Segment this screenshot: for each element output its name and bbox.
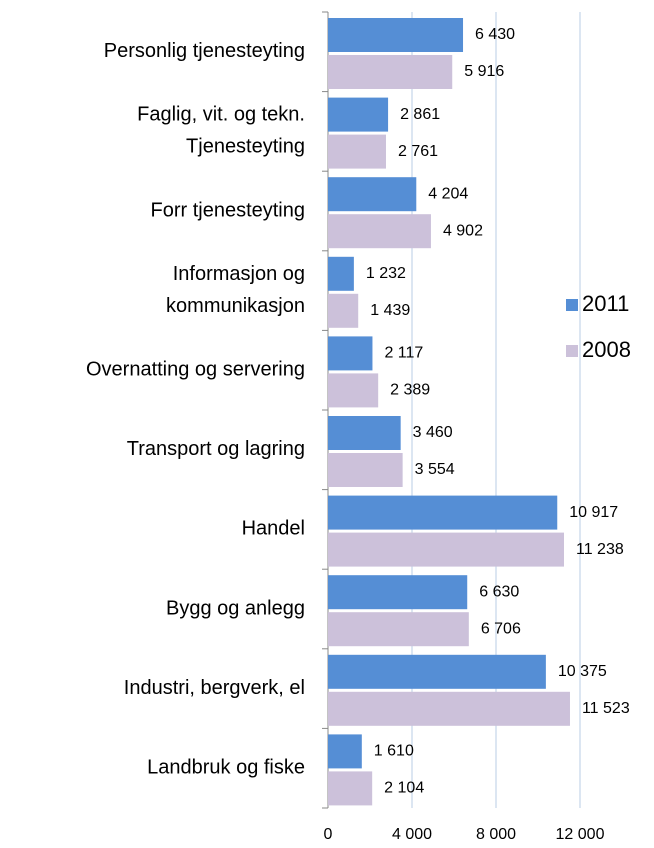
bar xyxy=(328,771,373,806)
bar xyxy=(328,97,389,132)
y-tick-label: Faglig, vit. og tekn. xyxy=(137,104,305,126)
y-tick-label: Landbruk og fiske xyxy=(147,756,305,778)
bar xyxy=(328,734,362,769)
value-label: 10 917 xyxy=(569,504,618,521)
value-label: 1 610 xyxy=(374,743,414,760)
y-tick-label: Tjenesteyting xyxy=(186,136,305,158)
y-tick-label: Transport og lagring xyxy=(127,438,305,460)
bar xyxy=(328,293,359,328)
value-label: 5 916 xyxy=(464,63,504,80)
bar xyxy=(328,532,564,567)
x-tick-label: 8 000 xyxy=(476,826,516,843)
value-label: 2 861 xyxy=(400,106,440,123)
value-label: 3 460 xyxy=(413,424,453,441)
bar xyxy=(328,214,431,249)
value-label: 11 238 xyxy=(576,541,624,558)
bar xyxy=(328,177,417,212)
y-tick-label: Personlig tjenesteyting xyxy=(104,40,305,62)
y-tick-label: kommunikasjon xyxy=(166,295,305,317)
legend-swatch xyxy=(566,345,578,357)
bar xyxy=(328,336,373,371)
value-label: 1 439 xyxy=(370,302,410,319)
y-tick-label: Industri, bergverk, el xyxy=(124,677,305,699)
bar xyxy=(328,495,558,530)
value-label: 2 104 xyxy=(384,780,424,797)
bar xyxy=(328,416,401,450)
value-label: 6 706 xyxy=(481,620,521,637)
value-label: 10 375 xyxy=(558,663,607,680)
y-tick-label: Forr tjenesteyting xyxy=(150,199,305,221)
value-label: 4 902 xyxy=(443,222,483,239)
y-tick-label: Handel xyxy=(242,518,305,540)
x-tick-label: 4 000 xyxy=(392,826,432,843)
y-tick-label: Bygg og anlegg xyxy=(166,597,305,619)
value-label: 1 232 xyxy=(366,265,406,282)
bar xyxy=(328,256,354,291)
bar xyxy=(328,453,403,487)
bar xyxy=(328,134,386,169)
value-label: 2 761 xyxy=(398,143,438,160)
value-label: 4 204 xyxy=(428,185,468,202)
bar xyxy=(328,691,570,726)
legend-swatch xyxy=(566,299,578,311)
value-label: 3 554 xyxy=(415,461,455,478)
value-label: 2 117 xyxy=(384,345,423,362)
value-label: 6 630 xyxy=(479,583,519,600)
legend-label: 2011 xyxy=(582,291,629,316)
y-tick-label: Informasjon og xyxy=(173,263,305,285)
value-label: 2 389 xyxy=(390,382,430,399)
bar xyxy=(328,18,464,52)
value-label: 11 523 xyxy=(582,700,630,717)
bar xyxy=(328,654,546,689)
bar xyxy=(328,373,379,408)
y-tick-label: Overnatting og servering xyxy=(86,358,305,380)
bar xyxy=(328,55,453,89)
legend-label: 2008 xyxy=(582,337,631,362)
x-tick-label: 12 000 xyxy=(556,826,605,843)
x-tick-label: 0 xyxy=(324,826,333,843)
bar xyxy=(328,575,468,610)
bar xyxy=(328,612,469,647)
value-label: 6 430 xyxy=(475,26,515,43)
